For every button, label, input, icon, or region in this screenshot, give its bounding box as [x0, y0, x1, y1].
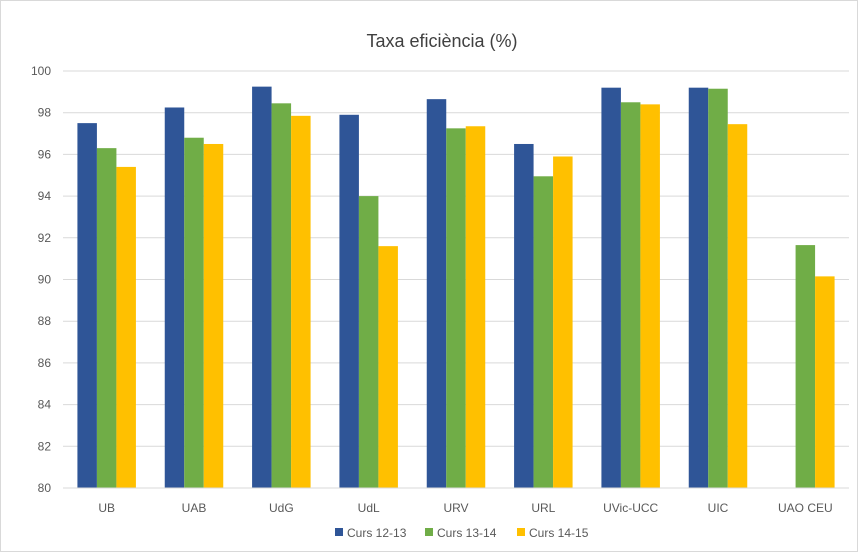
x-tick-label: UdG — [269, 501, 294, 515]
legend-label: Curs 13-14 — [437, 526, 497, 540]
y-tick-label: 80 — [38, 481, 52, 495]
y-tick-label: 94 — [38, 189, 52, 203]
bar — [688, 87, 709, 489]
bar — [727, 124, 748, 488]
bar — [116, 166, 136, 488]
legend-label: Curs 12-13 — [347, 526, 407, 540]
y-tick-label: 96 — [38, 147, 52, 161]
y-tick-label: 100 — [31, 64, 51, 78]
bar — [271, 103, 292, 488]
bar — [339, 114, 359, 488]
y-tick-label: 88 — [38, 314, 52, 328]
y-tick-label: 98 — [38, 106, 52, 120]
y-axis-ticks: 80 82 84 86 88 90 92 94 96 98 100 — [31, 64, 51, 495]
y-tick-label: 86 — [38, 356, 52, 370]
bar — [553, 156, 573, 489]
y-tick-label: 84 — [38, 398, 52, 412]
y-tick-label: 90 — [38, 273, 52, 287]
bar — [815, 276, 835, 488]
bar — [184, 137, 204, 488]
bar — [465, 126, 486, 488]
x-axis-ticks: UB UAB UdG UdL URV URL UVic-UCC UIC UAO CEU — [98, 501, 832, 515]
bar — [96, 148, 117, 488]
bar — [514, 143, 534, 488]
bar — [446, 128, 466, 488]
bar — [203, 143, 224, 488]
x-tick-label: UAO CEU — [778, 501, 833, 515]
y-tick-label: 82 — [38, 439, 52, 453]
x-tick-label: UIC — [708, 501, 729, 515]
bar — [358, 196, 379, 488]
bar — [291, 115, 311, 488]
x-tick-label: UdL — [358, 501, 380, 515]
bar — [640, 104, 660, 489]
bar — [252, 86, 272, 488]
legend-label: Curs 14-15 — [529, 526, 589, 540]
x-tick-label: URV — [443, 501, 468, 515]
chart-title: Taxa eficiència (%) — [366, 31, 517, 51]
x-tick-label: UAB — [182, 501, 207, 515]
bar — [795, 245, 816, 488]
x-tick-label: URL — [531, 501, 555, 515]
legend: Curs 12-13 Curs 13-14 Curs 14-15 — [335, 526, 589, 540]
bar — [378, 246, 398, 488]
bars — [77, 86, 835, 489]
legend-swatch — [517, 528, 525, 536]
bar — [533, 176, 554, 489]
bar — [426, 99, 447, 489]
y-tick-label: 92 — [38, 231, 52, 245]
bar — [620, 102, 641, 489]
legend-swatch — [335, 528, 343, 536]
x-tick-label: UB — [98, 501, 115, 515]
x-tick-label: UVic-UCC — [603, 501, 658, 515]
bar — [77, 123, 97, 488]
bar — [601, 87, 621, 489]
bar — [708, 88, 728, 488]
bar — [164, 107, 185, 489]
legend-swatch — [425, 528, 433, 536]
